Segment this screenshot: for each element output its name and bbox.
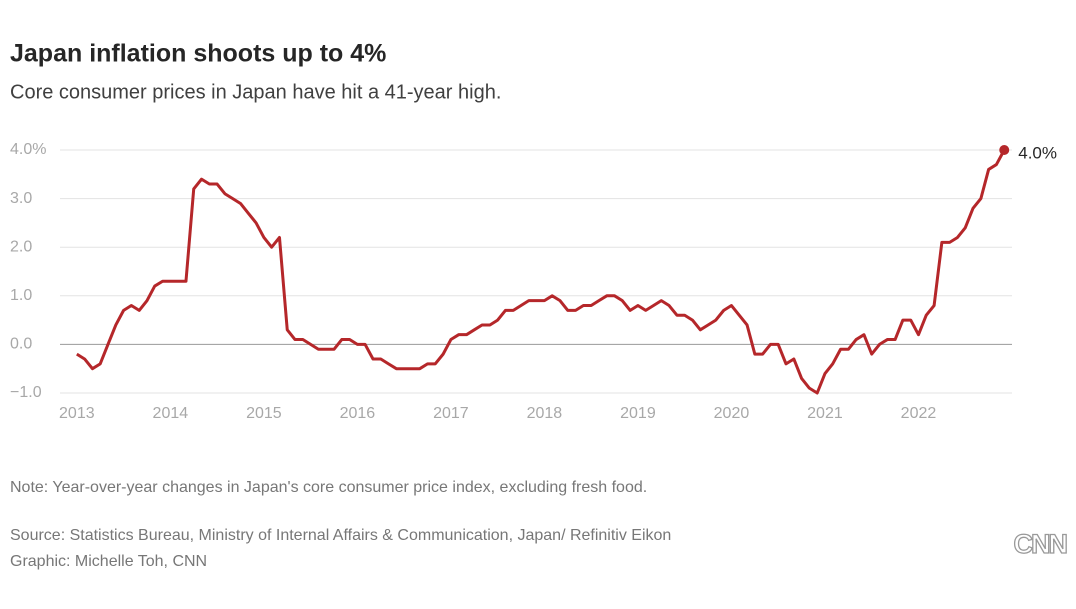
x-tick-label: 2014 — [153, 405, 189, 422]
note: Note: Year-over-year changes in Japan's … — [10, 479, 647, 496]
x-tick-label: 2016 — [340, 405, 376, 422]
chart-title: Japan inflation shoots up to 4% — [10, 40, 386, 68]
x-tick-label: 2022 — [901, 405, 937, 422]
y-tick-label: −1.0 — [10, 384, 42, 401]
value-label: 4.0% — [1018, 143, 1057, 162]
y-tick-label: 3.0 — [10, 190, 32, 207]
credit: Graphic: Michelle Toh, CNN — [10, 553, 207, 570]
x-tick-label: 2020 — [714, 405, 750, 422]
x-tick-label: 2015 — [246, 405, 282, 422]
logo: CNN — [1014, 529, 1067, 559]
y-tick-label: 0.0 — [10, 336, 32, 353]
line — [76, 149, 1006, 395]
x-tick-label: 2013 — [59, 405, 95, 422]
point — [999, 145, 1010, 155]
y-tick-label: 4.0% — [10, 141, 46, 158]
x-tick-label: 2019 — [620, 405, 656, 422]
x-tick-label: 2021 — [807, 405, 843, 422]
y-tick-label: 1.0 — [10, 287, 32, 304]
x-tick-label: 2017 — [433, 405, 469, 422]
x-tick-label: 2018 — [527, 405, 563, 422]
source: Source: Statistics Bureau, Ministry of I… — [10, 527, 671, 544]
y-tick-label: 2.0 — [10, 238, 32, 255]
chart-subtitle: Core consumer prices in Japan have hit a… — [10, 81, 501, 103]
